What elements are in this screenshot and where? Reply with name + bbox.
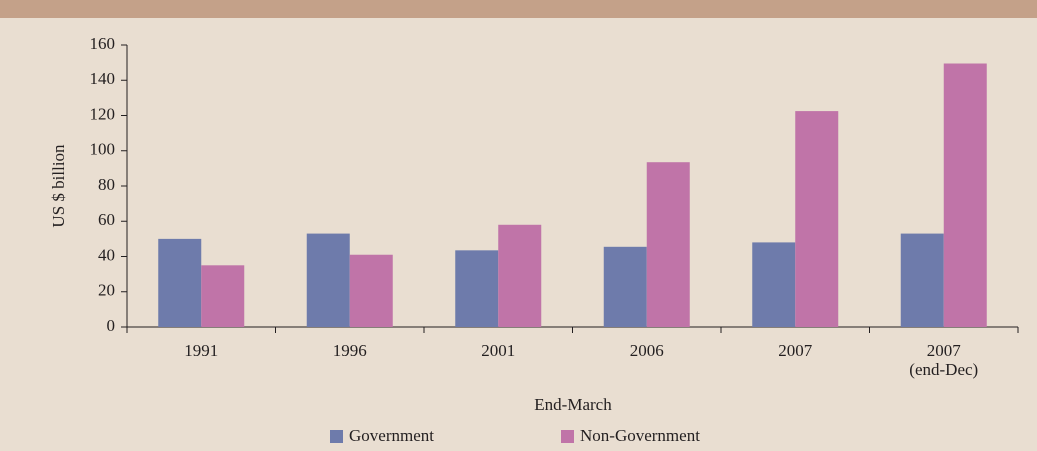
bar — [498, 224, 542, 327]
bar — [752, 242, 796, 327]
y-tick-label: 160 — [90, 34, 116, 53]
y-tick-label: 80 — [98, 175, 115, 194]
y-tick-label: 60 — [98, 210, 115, 229]
x-tick-label: 2007 — [778, 341, 813, 360]
legend-label: Non-Government — [580, 426, 700, 445]
legend-swatch — [561, 430, 574, 443]
bar — [900, 233, 944, 327]
x-tick-label: 2006 — [629, 341, 664, 360]
x-tick-label: 1996 — [332, 341, 367, 360]
bar — [646, 162, 690, 327]
y-tick-label: 140 — [90, 69, 116, 88]
y-tick-label: 100 — [90, 140, 116, 159]
y-axis-label: US $ billion — [49, 144, 68, 228]
bar — [795, 111, 839, 327]
bar — [158, 238, 202, 327]
y-tick-label: 40 — [98, 245, 115, 264]
x-tick-label: 1991 — [184, 341, 219, 360]
x-tick-label: 2007 (end-Dec) — [909, 341, 979, 379]
legend-label: Government — [349, 426, 434, 445]
header-band — [0, 0, 1037, 18]
x-axis-label: End-March — [534, 395, 612, 414]
bar — [201, 265, 245, 327]
bar — [455, 250, 499, 327]
legend-swatch — [330, 430, 343, 443]
x-tick-label: 2001 — [481, 341, 516, 360]
bar — [943, 63, 987, 327]
bar — [603, 246, 647, 327]
bar — [349, 254, 393, 327]
y-tick-label: 120 — [90, 104, 116, 123]
bar — [306, 233, 350, 327]
y-tick-label: 20 — [98, 281, 115, 300]
y-tick-label: 0 — [107, 316, 116, 335]
